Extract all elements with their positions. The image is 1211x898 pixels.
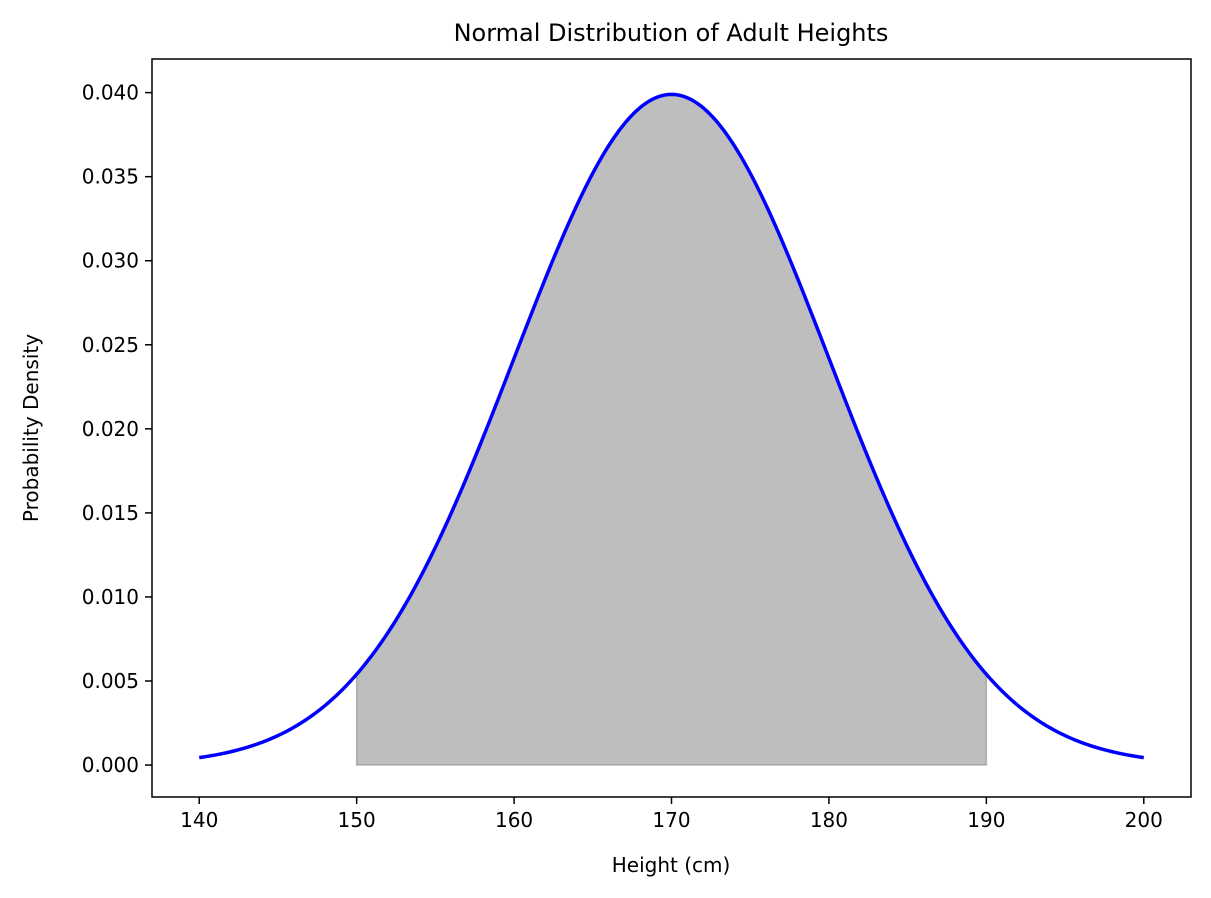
x-tick-label: 140 (180, 808, 218, 832)
y-axis-label: Probability Density (19, 334, 43, 522)
y-tick-label: 0.035 (82, 165, 139, 189)
y-tick-label: 0.030 (82, 249, 139, 273)
density-curve (198, 92, 1145, 760)
y-tick-label: 0.020 (82, 417, 139, 441)
axis-ticks: 140 150 160 170 180 190 200 0.000 0.005 0.010 0.01… (82, 81, 1163, 832)
plot-area (198, 92, 1145, 766)
y-tick-label: 0.025 (82, 333, 139, 357)
y-tick-label: 0.015 (82, 501, 139, 525)
x-tick-label: 180 (810, 808, 848, 832)
axes-frame (151, 58, 1192, 798)
y-tick-label: 0.000 (82, 753, 139, 777)
x-tick-label: 170 (652, 808, 690, 832)
y-tick-label: 0.010 (82, 585, 139, 609)
x-tick-label: 190 (967, 808, 1005, 832)
x-tick-label: 200 (1125, 808, 1163, 832)
x-tick-label: 160 (495, 808, 533, 832)
y-tick-label: 0.005 (82, 669, 139, 693)
x-axis-label: Height (cm) (612, 853, 731, 877)
shaded-region (355, 93, 988, 766)
x-tick-label: 150 (338, 808, 376, 832)
chart-title: Normal Distribution of Adult Heights (454, 19, 889, 47)
y-tick-label: 0.040 (82, 81, 139, 105)
